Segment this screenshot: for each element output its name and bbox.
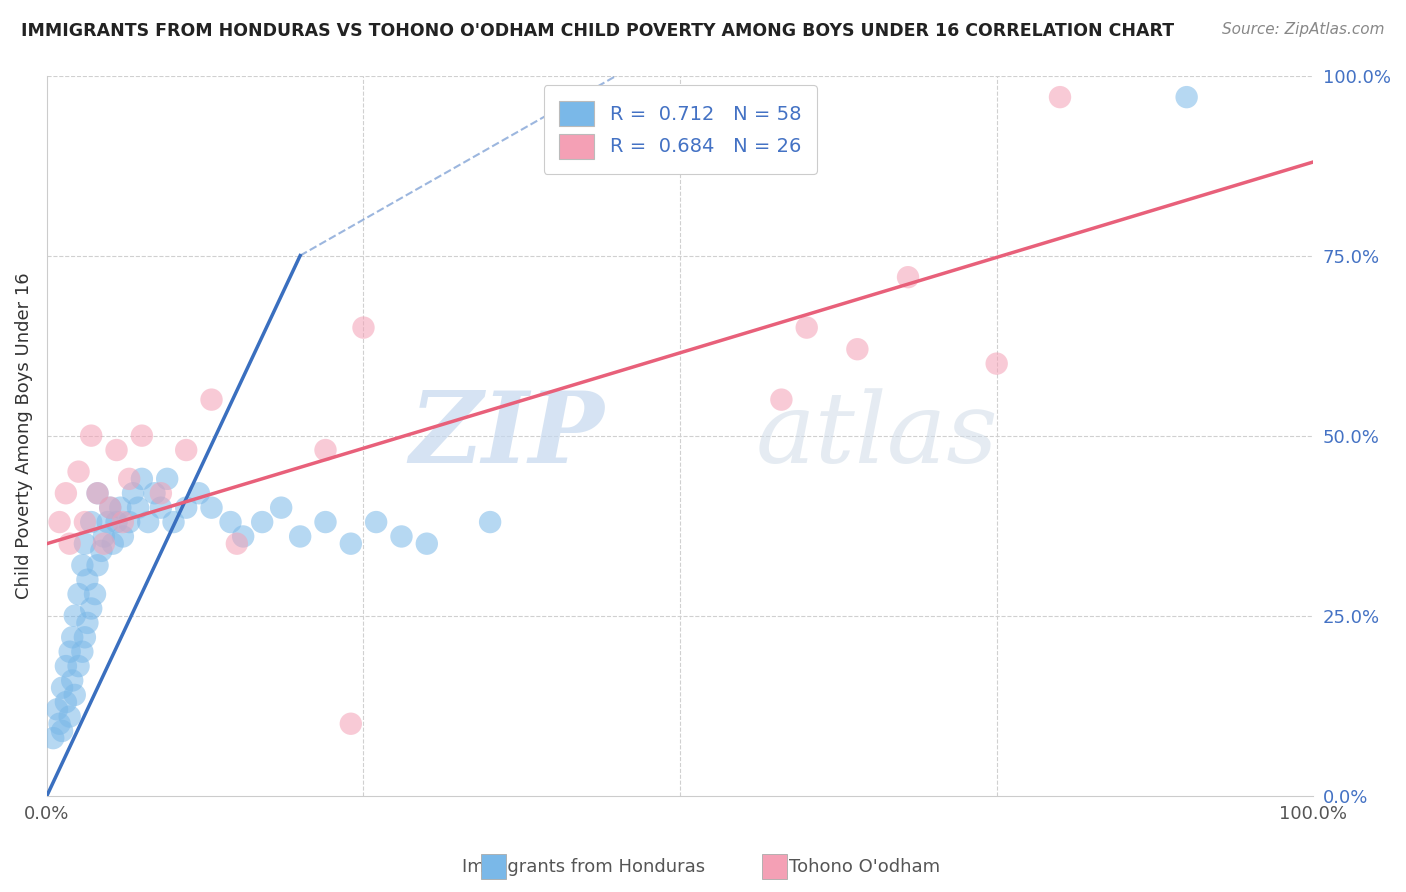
Point xyxy=(270,500,292,515)
Point xyxy=(131,428,153,442)
Point xyxy=(90,544,112,558)
Point xyxy=(73,537,96,551)
Point xyxy=(986,357,1008,371)
Point xyxy=(1049,90,1071,104)
Point xyxy=(162,515,184,529)
Point xyxy=(200,392,222,407)
Point xyxy=(63,688,86,702)
Point xyxy=(63,608,86,623)
Point xyxy=(93,537,115,551)
Point xyxy=(72,558,94,573)
Point xyxy=(76,573,98,587)
Point xyxy=(118,472,141,486)
Point xyxy=(366,515,388,529)
Point xyxy=(55,486,77,500)
Point xyxy=(174,443,197,458)
Point xyxy=(51,723,73,738)
Point xyxy=(48,716,70,731)
Point xyxy=(48,515,70,529)
Point xyxy=(80,428,103,442)
Point xyxy=(80,601,103,615)
Point xyxy=(105,515,128,529)
Point xyxy=(219,515,242,529)
Point xyxy=(105,443,128,458)
Point xyxy=(143,486,166,500)
Point xyxy=(72,645,94,659)
Point xyxy=(97,515,120,529)
Point xyxy=(897,270,920,285)
Point xyxy=(391,529,413,543)
Point xyxy=(59,645,82,659)
Point xyxy=(51,681,73,695)
Point xyxy=(1175,90,1198,104)
Point xyxy=(353,320,375,334)
Point xyxy=(101,537,124,551)
Text: ZIP: ZIP xyxy=(409,387,605,483)
Text: IMMIGRANTS FROM HONDURAS VS TOHONO O'ODHAM CHILD POVERTY AMONG BOYS UNDER 16 COR: IMMIGRANTS FROM HONDURAS VS TOHONO O'ODH… xyxy=(21,22,1174,40)
Point xyxy=(846,342,869,356)
Point xyxy=(67,465,90,479)
Text: Tohono O'odham: Tohono O'odham xyxy=(789,858,941,876)
Point xyxy=(127,500,149,515)
Point xyxy=(200,500,222,515)
Point xyxy=(86,486,108,500)
Point xyxy=(59,709,82,723)
Point xyxy=(98,500,121,515)
Point xyxy=(55,659,77,673)
Point xyxy=(288,529,311,543)
Point xyxy=(479,515,502,529)
Legend: R =  0.712   N = 58, R =  0.684   N = 26: R = 0.712 N = 58, R = 0.684 N = 26 xyxy=(544,86,817,174)
Point xyxy=(84,587,107,601)
Point xyxy=(60,630,83,644)
Point xyxy=(770,392,793,407)
Text: Immigrants from Honduras: Immigrants from Honduras xyxy=(463,858,704,876)
Point xyxy=(149,500,172,515)
Point xyxy=(131,472,153,486)
Text: Source: ZipAtlas.com: Source: ZipAtlas.com xyxy=(1222,22,1385,37)
Point xyxy=(98,500,121,515)
Point xyxy=(416,537,439,551)
Point xyxy=(796,320,818,334)
Point xyxy=(118,515,141,529)
Point xyxy=(340,537,363,551)
Point xyxy=(76,615,98,630)
Point xyxy=(187,486,209,500)
Point xyxy=(67,587,90,601)
Point xyxy=(111,515,134,529)
Point xyxy=(73,515,96,529)
Point xyxy=(80,515,103,529)
Point xyxy=(111,529,134,543)
Point xyxy=(315,443,337,458)
Point xyxy=(149,486,172,500)
Point xyxy=(42,731,65,746)
Point xyxy=(93,529,115,543)
Point xyxy=(156,472,179,486)
Text: atlas: atlas xyxy=(756,388,998,483)
Point xyxy=(59,537,82,551)
Point xyxy=(86,486,108,500)
Point xyxy=(46,702,69,716)
Point xyxy=(55,695,77,709)
Point xyxy=(250,515,273,529)
Point xyxy=(73,630,96,644)
Point xyxy=(60,673,83,688)
Point xyxy=(174,500,197,515)
Point xyxy=(340,716,363,731)
Point xyxy=(232,529,254,543)
Point xyxy=(67,659,90,673)
Y-axis label: Child Poverty Among Boys Under 16: Child Poverty Among Boys Under 16 xyxy=(15,272,32,599)
Point xyxy=(86,558,108,573)
Point xyxy=(136,515,159,529)
Point xyxy=(315,515,337,529)
Point xyxy=(122,486,145,500)
Point xyxy=(225,537,247,551)
Point xyxy=(110,500,132,515)
